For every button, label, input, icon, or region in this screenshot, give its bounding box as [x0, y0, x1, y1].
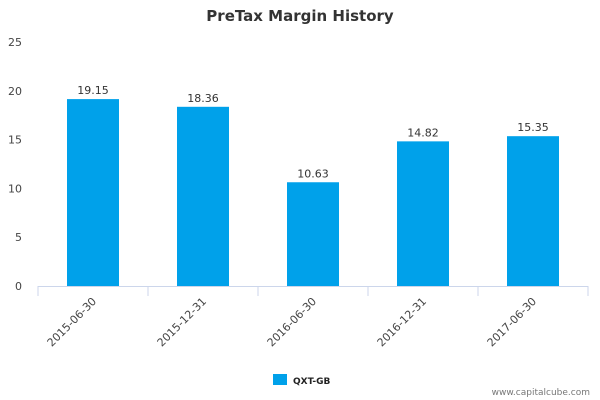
source-watermark: www.capitalcube.com [492, 388, 590, 398]
y-tick-label: 25 [8, 36, 22, 49]
bar[interactable] [67, 99, 119, 286]
y-tick-label: 5 [15, 231, 22, 244]
legend[interactable]: QXT-GB [273, 374, 331, 387]
y-axis: 0 5 10 15 20 25 [8, 36, 22, 293]
x-tick-label: 2015-12-31 [155, 295, 209, 349]
data-label: 18.36 [187, 92, 219, 105]
legend-swatch [273, 374, 287, 385]
bar[interactable] [507, 136, 559, 286]
bar-series [67, 99, 559, 286]
data-label: 19.15 [77, 84, 109, 97]
data-label: 15.35 [517, 121, 549, 134]
y-tick-label: 20 [8, 85, 22, 98]
data-labels: 19.15 18.36 10.63 14.82 15.35 [77, 84, 549, 180]
chart-title: PreTax Margin History [206, 7, 394, 25]
bar[interactable] [397, 141, 449, 286]
x-tick-label: 2016-06-30 [265, 295, 319, 349]
x-axis: 2015-06-30 2015-12-31 2016-06-30 2016-12-31… [37, 286, 589, 349]
x-tick-label: 2016-12-31 [375, 295, 429, 349]
y-tick-label: 0 [15, 280, 22, 293]
y-tick-label: 15 [8, 134, 22, 147]
bar[interactable] [177, 106, 229, 286]
y-tick-label: 10 [8, 182, 22, 195]
bar[interactable] [287, 182, 339, 286]
legend-label: QXT-GB [293, 377, 331, 387]
x-tick-label: 2015-06-30 [45, 295, 99, 349]
data-label: 14.82 [407, 126, 439, 139]
x-tick-label: 2017-06-30 [485, 295, 539, 349]
data-label: 10.63 [297, 167, 329, 180]
